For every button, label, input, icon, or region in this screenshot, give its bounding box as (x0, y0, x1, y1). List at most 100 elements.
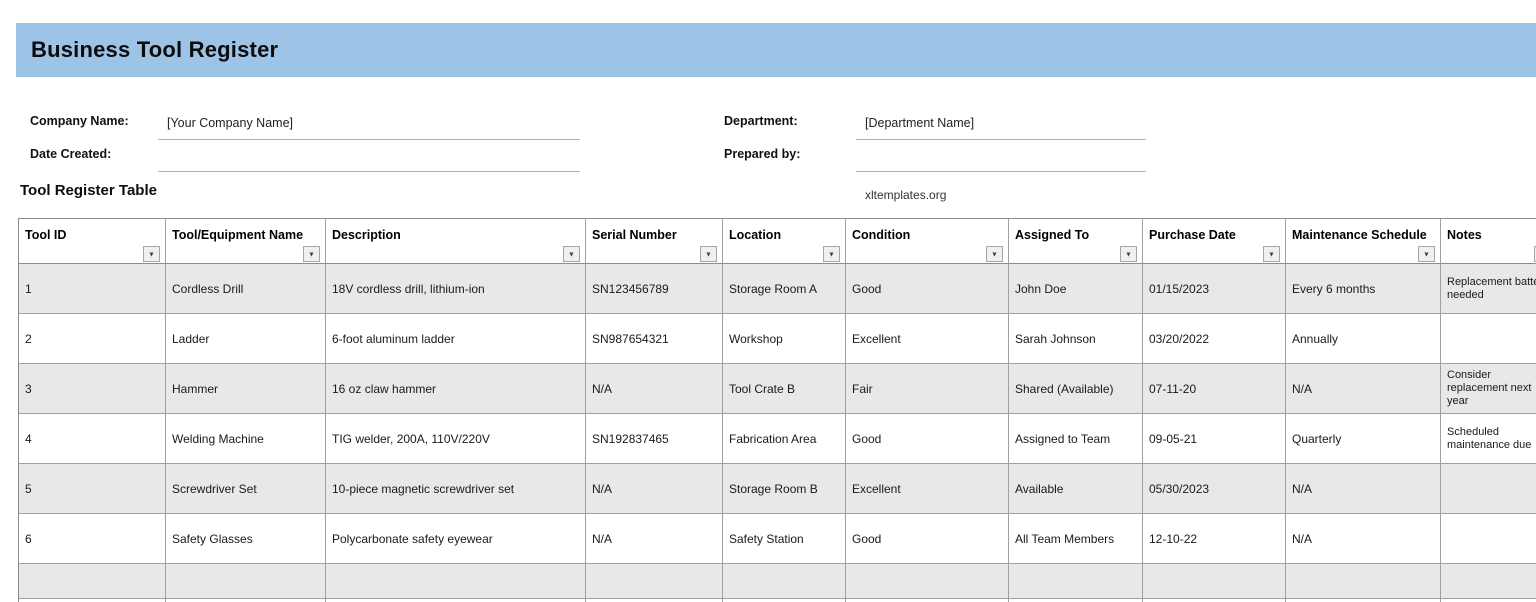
table-cell[interactable]: Assigned to Team (1009, 414, 1143, 464)
table-cell[interactable]: Safety Station (723, 514, 846, 564)
table-cell[interactable] (166, 599, 326, 602)
filter-dropdown-button-maintenance-schedule[interactable]: ▼ (1418, 246, 1435, 262)
table-cell[interactable]: SN123456789 (586, 264, 723, 314)
table-cell[interactable]: N/A (586, 464, 723, 514)
table-cell[interactable]: Good (846, 264, 1009, 314)
col-header-condition[interactable]: Condition ▼ (846, 219, 1009, 264)
filter-dropdown-button-location[interactable]: ▼ (823, 246, 840, 262)
table-cell[interactable]: 6 (19, 514, 166, 564)
col-header-notes[interactable]: Notes ▼ (1441, 219, 1536, 264)
prepared-by-field[interactable] (856, 146, 1146, 172)
col-header-location[interactable]: Location ▼ (723, 219, 846, 264)
table-cell[interactable]: Tool Crate B (723, 364, 846, 414)
table-cell[interactable]: N/A (586, 364, 723, 414)
table-cell[interactable]: Consider replacement next year (1441, 364, 1536, 414)
table-cell[interactable]: Good (846, 514, 1009, 564)
table-cell[interactable]: N/A (1286, 514, 1441, 564)
table-cell[interactable] (1286, 564, 1441, 599)
table-cell[interactable]: SN987654321 (586, 314, 723, 364)
table-cell[interactable] (326, 564, 586, 599)
table-cell[interactable] (19, 599, 166, 602)
table-cell[interactable] (723, 599, 846, 602)
col-header-tool-id[interactable]: Tool ID ▼ (19, 219, 166, 264)
col-header-purchase-date[interactable]: Purchase Date ▼ (1143, 219, 1286, 264)
filter-dropdown-button-assigned-to[interactable]: ▼ (1120, 246, 1137, 262)
table-cell[interactable]: Scheduled maintenance due (1441, 414, 1536, 464)
table-cell[interactable] (326, 599, 586, 602)
company-name-field[interactable]: [Your Company Name] (158, 114, 580, 140)
table-cell[interactable]: N/A (586, 514, 723, 564)
table-cell[interactable]: 09-05-21 (1143, 414, 1286, 464)
table-cell[interactable] (1143, 599, 1286, 602)
brand-link[interactable]: xltemplates.org (865, 188, 947, 202)
filter-dropdown-button-tool-equipment-name[interactable]: ▼ (303, 246, 320, 262)
table-cell[interactable]: Ladder (166, 314, 326, 364)
filter-dropdown-button-description[interactable]: ▼ (563, 246, 580, 262)
table-cell[interactable]: 4 (19, 414, 166, 464)
filter-dropdown-button-serial-number[interactable]: ▼ (700, 246, 717, 262)
department-field[interactable]: [Department Name] (856, 114, 1146, 140)
table-cell[interactable] (1441, 314, 1536, 364)
table-cell[interactable]: Workshop (723, 314, 846, 364)
table-cell[interactable]: 16 oz claw hammer (326, 364, 586, 414)
table-cell[interactable]: 05/30/2023 (1143, 464, 1286, 514)
table-cell[interactable]: N/A (1286, 464, 1441, 514)
table-cell[interactable]: Cordless Drill (166, 264, 326, 314)
table-cell[interactable] (586, 564, 723, 599)
table-cell[interactable]: Available (1009, 464, 1143, 514)
table-cell[interactable]: 6-foot aluminum ladder (326, 314, 586, 364)
table-cell[interactable] (1441, 514, 1536, 564)
table-cell[interactable] (1441, 564, 1536, 599)
table-cell[interactable] (586, 599, 723, 602)
table-cell[interactable] (1143, 564, 1286, 599)
table-cell[interactable]: 5 (19, 464, 166, 514)
table-cell[interactable]: TIG welder, 200A, 110V/220V (326, 414, 586, 464)
table-cell[interactable]: Hammer (166, 364, 326, 414)
table-cell[interactable]: 01/15/2023 (1143, 264, 1286, 314)
table-cell[interactable]: Screwdriver Set (166, 464, 326, 514)
table-cell[interactable]: 12-10-22 (1143, 514, 1286, 564)
table-cell[interactable] (846, 599, 1009, 602)
table-cell[interactable]: Excellent (846, 314, 1009, 364)
table-cell[interactable] (166, 564, 326, 599)
table-cell[interactable]: Excellent (846, 464, 1009, 514)
table-cell[interactable]: Fair (846, 364, 1009, 414)
table-cell[interactable]: Welding Machine (166, 414, 326, 464)
table-cell[interactable]: 03/20/2022 (1143, 314, 1286, 364)
table-cell[interactable] (1009, 564, 1143, 599)
table-cell[interactable]: SN192837465 (586, 414, 723, 464)
table-cell[interactable]: Good (846, 414, 1009, 464)
filter-dropdown-button-notes[interactable]: ▼ (1534, 246, 1536, 262)
col-header-assigned-to[interactable]: Assigned To ▼ (1009, 219, 1143, 264)
table-cell[interactable]: Fabrication Area (723, 414, 846, 464)
table-cell[interactable]: 1 (19, 264, 166, 314)
date-created-field[interactable] (158, 146, 580, 172)
table-cell[interactable]: Every 6 months (1286, 264, 1441, 314)
filter-dropdown-button-condition[interactable]: ▼ (986, 246, 1003, 262)
table-cell[interactable]: Shared (Available) (1009, 364, 1143, 414)
table-cell[interactable]: 10-piece magnetic screwdriver set (326, 464, 586, 514)
table-cell[interactable] (1009, 599, 1143, 602)
table-cell[interactable]: Storage Room B (723, 464, 846, 514)
table-cell[interactable] (19, 564, 166, 599)
col-header-maintenance-schedule[interactable]: Maintenance Schedule ▼ (1286, 219, 1441, 264)
table-cell[interactable]: Safety Glasses (166, 514, 326, 564)
table-cell[interactable] (846, 564, 1009, 599)
table-cell[interactable]: Sarah Johnson (1009, 314, 1143, 364)
table-cell[interactable]: 2 (19, 314, 166, 364)
col-header-description[interactable]: Description ▼ (326, 219, 586, 264)
table-cell[interactable]: John Doe (1009, 264, 1143, 314)
filter-dropdown-button-purchase-date[interactable]: ▼ (1263, 246, 1280, 262)
table-cell[interactable]: Annually (1286, 314, 1441, 364)
table-cell[interactable]: 18V cordless drill, lithium-ion (326, 264, 586, 314)
table-cell[interactable]: Polycarbonate safety eyewear (326, 514, 586, 564)
table-cell[interactable] (1286, 599, 1441, 602)
filter-dropdown-button-tool-id[interactable]: ▼ (143, 246, 160, 262)
table-cell[interactable]: N/A (1286, 364, 1441, 414)
table-cell[interactable]: 07-11-20 (1143, 364, 1286, 414)
table-cell[interactable] (723, 564, 846, 599)
col-header-tool-equipment-name[interactable]: Tool/Equipment Name ▼ (166, 219, 326, 264)
table-cell[interactable]: 3 (19, 364, 166, 414)
table-cell[interactable]: Storage Room A (723, 264, 846, 314)
table-cell[interactable]: Quarterly (1286, 414, 1441, 464)
